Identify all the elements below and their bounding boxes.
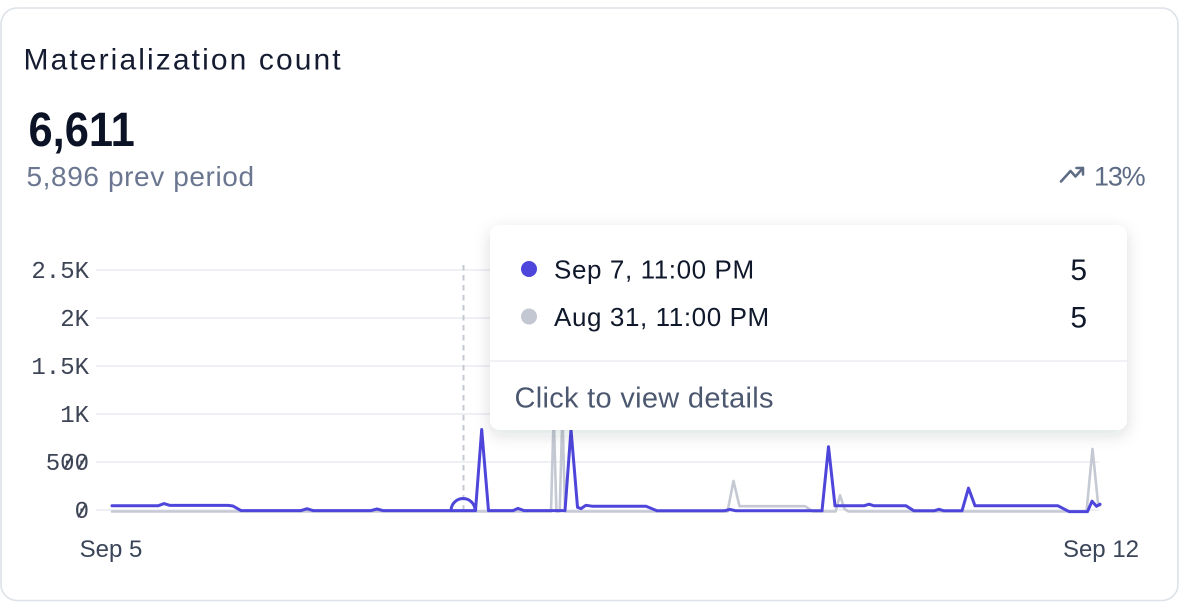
svg-text:2K: 2K — [60, 307, 89, 334]
svg-text:1K: 1K — [60, 403, 89, 430]
svg-text:Materialization count: Materialization count — [24, 44, 343, 77]
svg-text:Aug 31, 11:00 PM: Aug 31, 11:00 PM — [554, 302, 770, 332]
svg-text:13%: 13% — [1094, 162, 1146, 192]
svg-text:Sep 5: Sep 5 — [80, 536, 143, 563]
svg-text:Sep 7, 11:00 PM: Sep 7, 11:00 PM — [554, 254, 755, 284]
svg-text:Sep 12: Sep 12 — [1063, 536, 1139, 563]
svg-text:5: 5 — [1070, 302, 1087, 335]
svg-text:5,896 prev period: 5,896 prev period — [27, 161, 255, 192]
svg-text:5: 5 — [1070, 254, 1087, 287]
svg-text:Click to view details: Click to view details — [515, 383, 774, 415]
svg-text:6,611: 6,611 — [29, 103, 135, 156]
svg-text:1.5K: 1.5K — [31, 355, 89, 382]
svg-text:2.5K: 2.5K — [31, 259, 89, 286]
